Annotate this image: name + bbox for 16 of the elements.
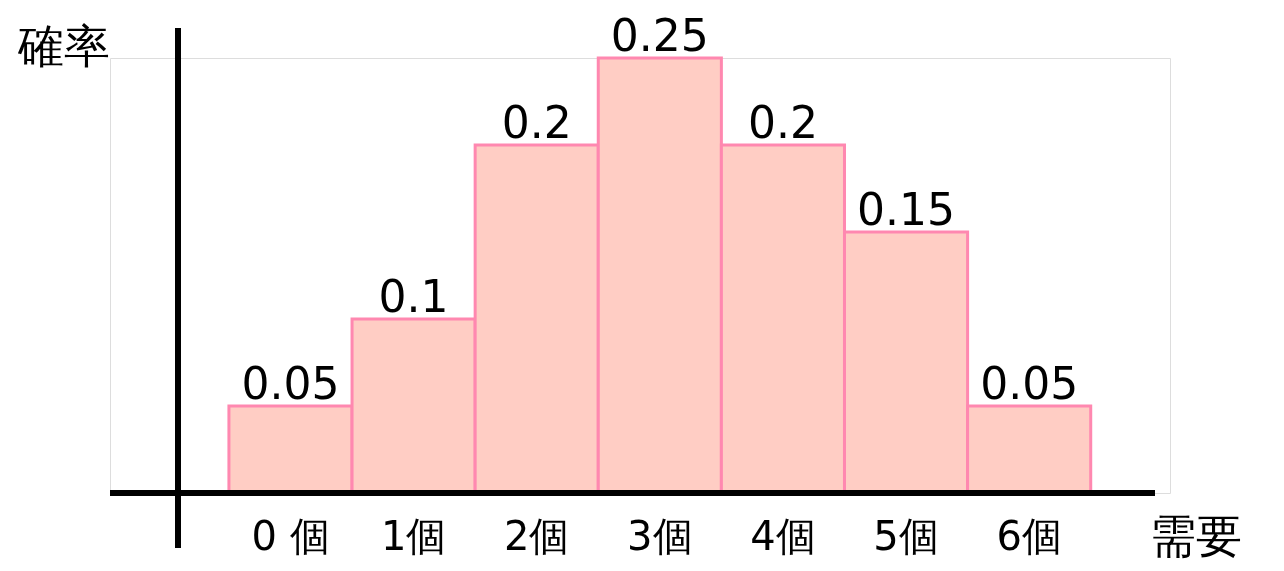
x-tick-label: 0 個 bbox=[251, 512, 330, 559]
x-tick-label: 3個 bbox=[627, 512, 693, 559]
x-tick-label: 1個 bbox=[380, 512, 447, 559]
y-axis-title: 確率 bbox=[17, 19, 110, 73]
data-label: 0.05 bbox=[241, 358, 340, 409]
x-axis-title: 需要 bbox=[1150, 509, 1242, 563]
x-tick-label: 4個 bbox=[750, 512, 816, 559]
x-tick-label: 2個 bbox=[503, 512, 570, 559]
data-label: 0.25 bbox=[610, 10, 709, 61]
data-label: 0.2 bbox=[747, 97, 818, 148]
x-tick-label: 5個 bbox=[873, 512, 939, 559]
data-label: 0.1 bbox=[378, 271, 449, 322]
data-label: 0.2 bbox=[501, 97, 572, 148]
data-label: 0.15 bbox=[857, 184, 956, 235]
x-tick-label: 6個 bbox=[996, 512, 1062, 559]
data-label: 0.05 bbox=[980, 358, 1079, 409]
